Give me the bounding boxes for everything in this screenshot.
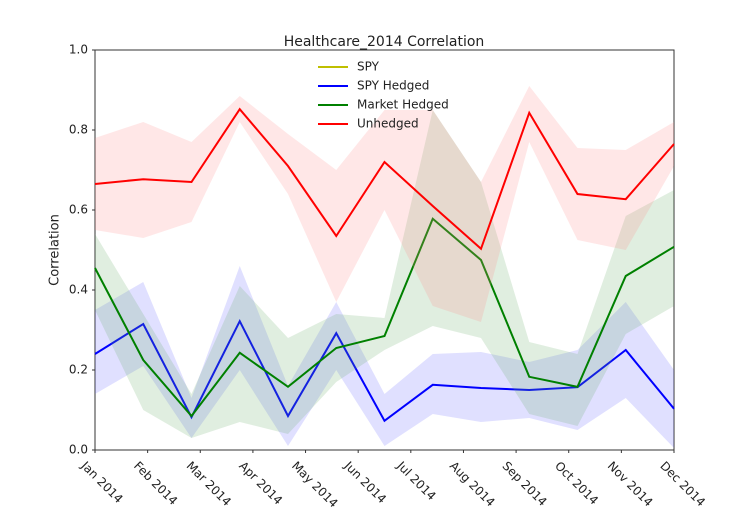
- x-tick-label: Nov 2014: [605, 459, 656, 510]
- y-tick-label: 0.4: [69, 283, 88, 297]
- plot-frame: [94, 49, 675, 451]
- x-tick-label: May 2014: [289, 459, 341, 511]
- series-line: [94, 107, 675, 251]
- x-tick-label: Apr 2014: [236, 459, 285, 508]
- x-tick-label: Jul 2014: [394, 458, 439, 503]
- series-line: [94, 217, 675, 418]
- legend-label: Unhedged: [357, 117, 419, 131]
- legend-label: Market Hedged: [357, 98, 449, 112]
- x-tick-label: Aug 2014: [447, 459, 498, 510]
- confidence-band: [95, 86, 674, 322]
- y-tick-label: 1.0: [69, 43, 88, 57]
- y-tick-label: 0.0: [69, 443, 88, 457]
- y-tick-label: 0.6: [69, 203, 88, 217]
- x-tick-label: Dec 2014: [657, 459, 708, 510]
- legend-label: SPY Hedged: [357, 79, 429, 93]
- x-tick-label: Feb 2014: [131, 459, 180, 508]
- y-tick-label: 0.8: [69, 123, 88, 137]
- x-tick-label: Jun 2014: [341, 458, 389, 506]
- confidence-band: [95, 110, 674, 438]
- x-tick-label: Oct 2014: [552, 459, 601, 508]
- y-axis-label: Correlation: [48, 214, 63, 286]
- x-tick-label: Sep 2014: [499, 459, 549, 509]
- y-tick-label: 0.2: [69, 363, 88, 377]
- x-tick-label: Mar 2014: [184, 459, 234, 509]
- confidence-band: [95, 266, 674, 448]
- chart-title: Healthcare_2014 Correlation: [284, 34, 485, 50]
- legend-label: SPY: [357, 60, 380, 74]
- x-tick-label: Jan 2014: [78, 458, 126, 506]
